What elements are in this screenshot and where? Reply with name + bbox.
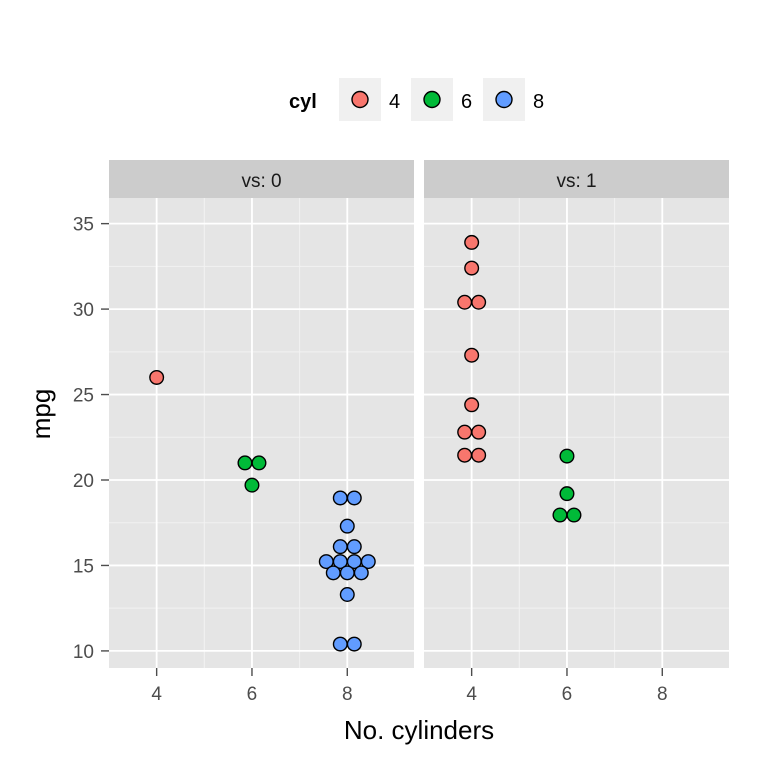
data-point <box>559 448 575 464</box>
data-point <box>251 455 267 471</box>
data-point <box>325 565 341 581</box>
data-point <box>471 447 487 463</box>
x-tick-label: 8 <box>657 684 668 705</box>
legend-title: cyl <box>289 91 317 113</box>
data-point <box>457 294 473 310</box>
data-point <box>332 636 348 652</box>
data-point <box>149 369 165 385</box>
data-point <box>457 447 473 463</box>
legend-label: 6 <box>461 91 472 113</box>
legend-entry: 4 <box>339 78 400 121</box>
data-point <box>339 587 355 603</box>
legend: cyl 4 6 8 <box>289 78 544 121</box>
data-point <box>552 507 568 523</box>
data-point <box>346 490 362 506</box>
data-point <box>559 486 575 502</box>
y-tick-label: 30 <box>73 300 94 321</box>
data-point <box>332 490 348 506</box>
data-point <box>566 507 582 523</box>
facet-strip-label: vs: 1 <box>556 171 596 192</box>
facet-panel: vs: 0 4 6 8 <box>109 160 414 705</box>
y-tick-label: 15 <box>73 556 94 577</box>
x-tick-label: 6 <box>247 684 258 705</box>
data-point <box>457 424 473 440</box>
x-tick-label: 4 <box>466 684 477 705</box>
panel-background <box>109 198 414 668</box>
facet-panel: vs: 1 4 6 8 <box>424 160 729 705</box>
legend-key-marker <box>351 90 369 109</box>
data-point <box>464 260 480 276</box>
y-tick-label: 25 <box>73 386 94 407</box>
panels: vs: 0 4 6 8 vs: 1 4 6 8 <box>109 160 729 705</box>
y-tick-label: 20 <box>73 471 94 492</box>
legend-label: 4 <box>389 91 400 113</box>
legend-entries: 4 6 8 <box>339 78 544 121</box>
x-tick-label: 6 <box>562 684 573 705</box>
data-point <box>360 554 376 570</box>
facet-strip-label: vs: 0 <box>241 171 281 192</box>
data-point <box>244 477 260 493</box>
y-axis-title: mpg <box>26 389 56 440</box>
y-tick-label: 35 <box>73 215 94 236</box>
facet-strip <box>109 160 414 198</box>
data-point <box>339 565 355 581</box>
y-axis: 10 15 20 25 30 35 <box>73 215 109 663</box>
x-tick-label: 4 <box>151 684 162 705</box>
data-point <box>464 234 480 250</box>
legend-key-marker <box>495 90 513 109</box>
data-point <box>332 539 348 555</box>
facet-strip <box>424 160 729 198</box>
data-point <box>346 636 362 652</box>
legend-entry: 6 <box>411 78 472 121</box>
data-point <box>464 397 480 413</box>
x-axis-title: No. cylinders <box>344 715 494 745</box>
x-tick-label: 8 <box>342 684 353 705</box>
data-point <box>237 455 253 471</box>
data-point <box>339 518 355 534</box>
data-point <box>471 424 487 440</box>
data-point <box>464 347 480 363</box>
data-point <box>353 565 369 581</box>
data-point <box>346 539 362 555</box>
legend-label: 8 <box>533 91 544 113</box>
legend-key-marker <box>423 90 441 109</box>
legend-entry: 8 <box>483 78 544 121</box>
y-tick-label: 10 <box>73 642 94 663</box>
data-point <box>471 294 487 310</box>
